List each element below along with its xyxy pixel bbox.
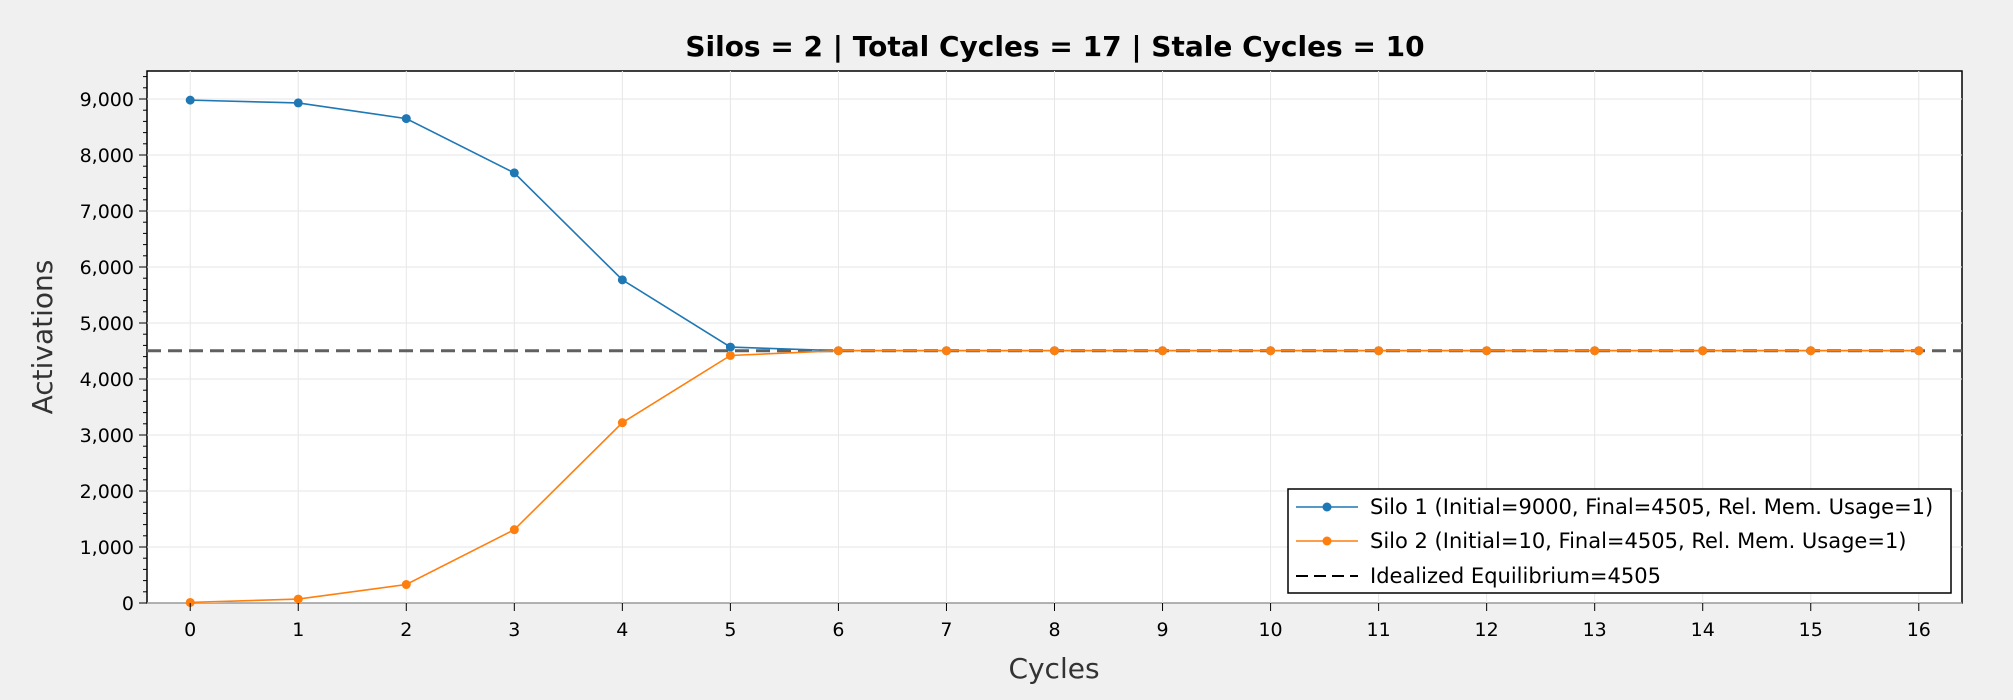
data-point-silo-2 [401,580,411,590]
data-point-silo-2 [1266,346,1276,356]
y-tick-label: 2,000 [80,481,134,503]
data-point-silo-2 [617,418,627,428]
x-tick-label: 0 [184,619,196,641]
y-axis-label: Activations [26,260,59,415]
data-point-silo-1 [401,114,411,124]
x-tick-label: 9 [1156,619,1168,641]
chart-title: Silos = 2 | Total Cycles = 17 | Stale Cy… [685,30,1424,63]
data-point-silo-2 [1482,346,1492,356]
y-tick-label: 5,000 [80,313,134,335]
data-point-silo-2 [1806,346,1816,356]
legend: Silo 1 (Initial=9000, Final=4505, Rel. M… [1287,488,1952,594]
data-point-silo-1 [725,342,735,352]
data-point-silo-2 [1698,346,1708,356]
x-tick-label: 7 [940,619,952,641]
legend-marker-silo-1 [1322,502,1332,512]
x-tick-label: 15 [1799,619,1823,641]
legend-box [1287,488,1952,594]
data-point-silo-2 [941,346,951,356]
data-point-silo-2 [833,346,843,356]
x-tick-label: 6 [832,619,844,641]
y-tick-label: 8,000 [80,145,134,167]
data-point-silo-2 [1050,346,1059,356]
data-point-silo-2 [725,350,735,360]
y-tick-label: 9,000 [80,89,134,111]
legend-label-silo-2: Silo 2 (Initial=10, Final=4505, Rel. Mem… [1370,529,1907,553]
series [185,95,1924,607]
x-tick-label: 12 [1475,619,1499,641]
x-axis-label: Cycles [1008,652,1099,685]
axes: 0 1 2 3 4 5 6 7 8 9 10 11 12 13 14 15 1601,0002,0003,000… [80,76,1931,641]
x-tick-label: 11 [1367,619,1391,641]
x-tick-label: 2 [400,619,412,641]
x-tick-label: 10 [1258,619,1282,641]
y-tick-label: 7,000 [80,201,134,223]
data-point-silo-1 [617,275,627,285]
x-tick-label: 4 [616,619,628,641]
legend-marker-silo-2 [1322,536,1332,546]
data-point-silo-1 [293,98,303,108]
data-point-silo-2 [509,525,519,535]
x-tick-label: 13 [1583,619,1607,641]
data-point-silo-2 [293,594,303,604]
x-tick-label: 3 [508,619,520,641]
data-point-silo-2 [1590,346,1600,356]
data-point-silo-1 [185,95,195,105]
x-tick-label: 14 [1691,619,1715,641]
y-tick-label: 6,000 [80,257,134,279]
y-tick-label: 1,000 [80,537,134,559]
data-point-silo-2 [1374,346,1384,356]
x-tick-label: 8 [1048,619,1060,641]
legend-label-silo-1: Silo 1 (Initial=9000, Final=4505, Rel. M… [1370,495,1933,519]
y-tick-label: 4,000 [80,369,134,391]
data-point-silo-2 [1914,346,1924,356]
x-tick-label: 1 [292,619,304,641]
x-tick-label: 16 [1907,619,1931,641]
legend-label-equilibrium: Idealized Equilibrium=4505 [1370,564,1661,588]
data-point-silo-1 [509,168,519,178]
y-tick-label: 0 [122,593,134,615]
data-point-silo-2 [1158,346,1168,356]
y-tick-label: 3,000 [80,425,134,447]
x-tick-label: 5 [724,619,736,641]
data-point-silo-2 [185,597,195,607]
